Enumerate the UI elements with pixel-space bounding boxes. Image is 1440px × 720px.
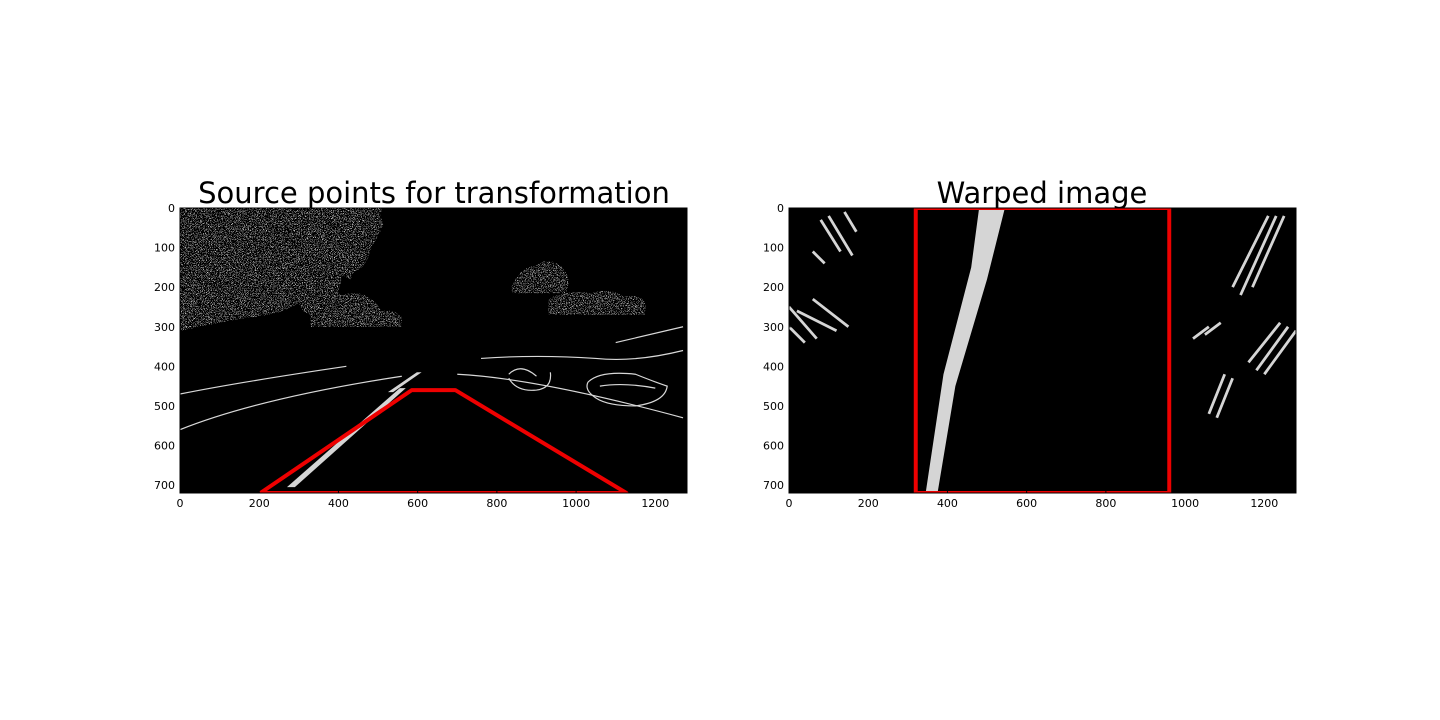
right-y-tick-label: 600 [763,440,784,453]
right-y-tick-label: 700 [763,479,784,492]
right-ticks: 0 200 400 600 800 1000 1200 0 100 200 300 400 500 600… [763,202,1278,510]
warped-lane-line [925,208,1005,493]
right-axes-frame [788,207,1297,494]
left-x-tick-label: 1200 [641,497,669,510]
left-y-tick-label: 0 [168,202,175,215]
left-axes-frame [179,207,688,494]
right-y-tick-label: 500 [763,400,784,413]
right-image-background [789,208,1296,493]
warped-edge-streaks [789,211,1296,419]
right-y-tick-label: 0 [777,202,784,215]
left-y-tick-label: 500 [154,400,175,413]
left-ticks: 0 200 400 600 800 1000 1200 0 100 200 300 400 500 600… [154,202,669,510]
right-x-tick-label: 600 [1016,497,1037,510]
right-x-tick-label: 1200 [1250,497,1278,510]
left-x-tick-label: 200 [249,497,270,510]
right-title: Warped image [937,176,1148,210]
right-y-tick-label: 300 [763,321,784,334]
right-y-tick-label: 200 [763,281,784,294]
source-points-polygon [259,388,629,493]
left-y-tick-label: 600 [154,440,175,453]
right-x-tick-label: 1000 [1171,497,1199,510]
right-x-tick-label: 200 [858,497,879,510]
left-y-tick-label: 200 [154,281,175,294]
right-y-tick-label: 400 [763,360,784,373]
right-image [789,208,1296,493]
left-title: Source points for transformation [198,176,670,210]
left-lane-line-dash [387,372,422,393]
right-x-tick-label: 800 [1095,497,1116,510]
right-x-tick-label: 0 [786,497,793,510]
right-x-tick-label: 400 [937,497,958,510]
left-image [180,208,687,493]
right-y-tick-label: 100 [763,242,784,255]
left-panel: Source points for transformation 0 200 400… [154,176,688,510]
left-x-tick-label: 800 [486,497,507,510]
right-panel: Warped image 0 200 400 600 800 1000 1200 0 100 20… [763,176,1297,510]
left-y-tick-label: 100 [154,242,175,255]
left-image-edges [180,326,684,431]
left-x-tick-label: 600 [407,497,428,510]
left-x-tick-label: 400 [328,497,349,510]
left-y-tick-label: 300 [154,321,175,334]
left-y-tick-label: 700 [154,479,175,492]
left-x-tick-label: 0 [177,497,184,510]
left-x-tick-label: 1000 [562,497,590,510]
warped-points-polygon [913,208,1172,493]
left-y-tick-label: 400 [154,360,175,373]
